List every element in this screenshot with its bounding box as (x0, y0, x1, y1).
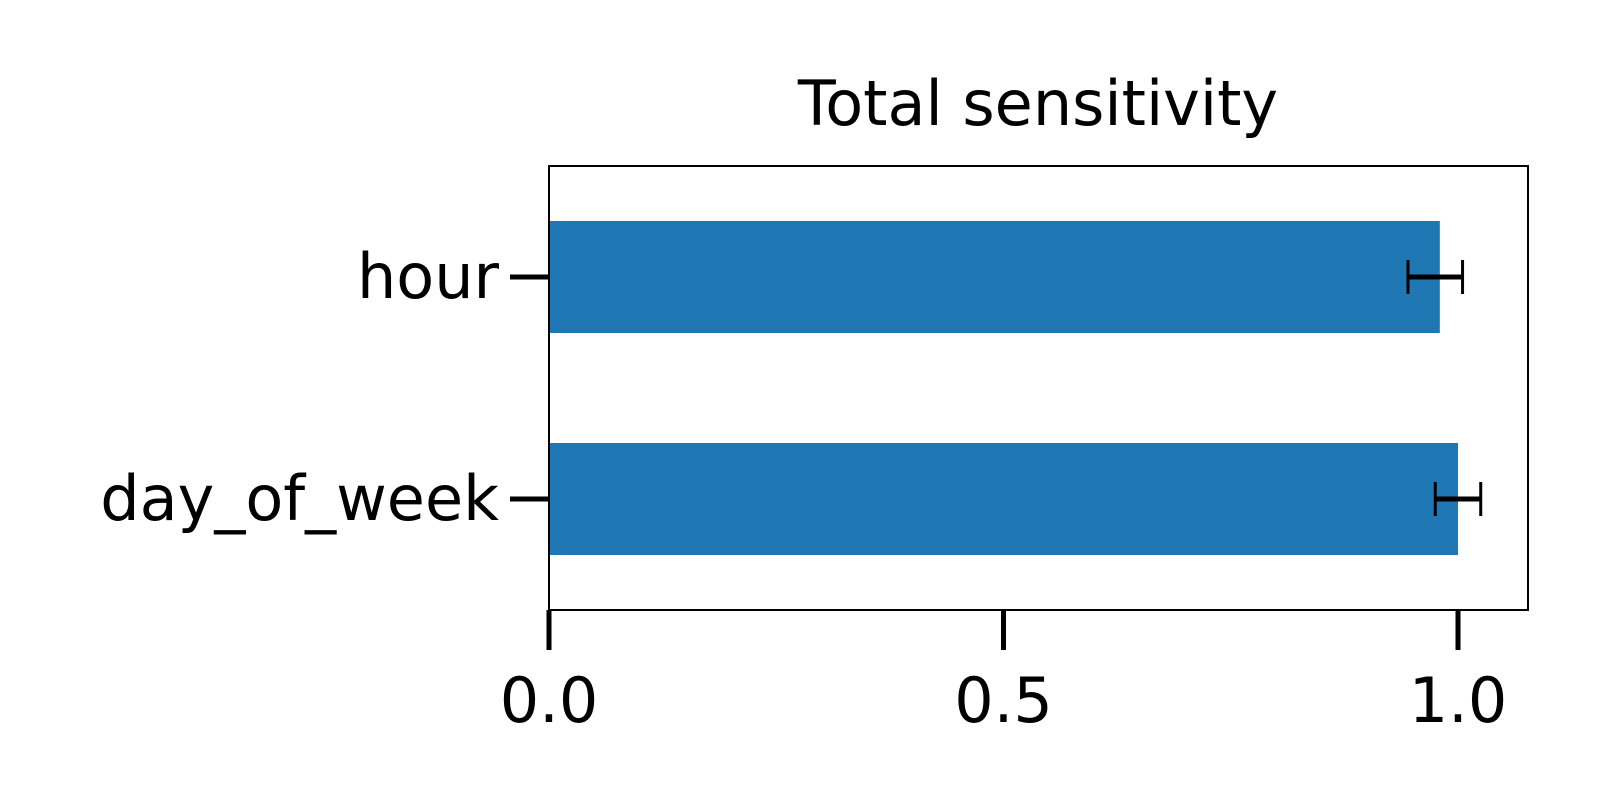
axes-frame (548, 165, 1529, 611)
x-tick-label-2: 1.0 (1409, 664, 1508, 737)
x-tick-label-0: 0.0 (500, 664, 599, 737)
bars-group (549, 221, 1459, 555)
y-axis-ticks: hour day_of_week (100, 240, 549, 535)
bar-day-of-week (549, 443, 1459, 555)
x-axis-ticks: 0.0 0.5 1.0 (500, 610, 1508, 737)
x-tick-label-1: 0.5 (954, 664, 1053, 737)
errorbars-group (1406, 260, 1483, 516)
chart-title: Total sensitivity (797, 67, 1278, 140)
bar-hour (549, 221, 1440, 333)
y-tick-label-day-of-week: day_of_week (100, 462, 499, 535)
y-tick-label-hour: hour (357, 240, 500, 313)
